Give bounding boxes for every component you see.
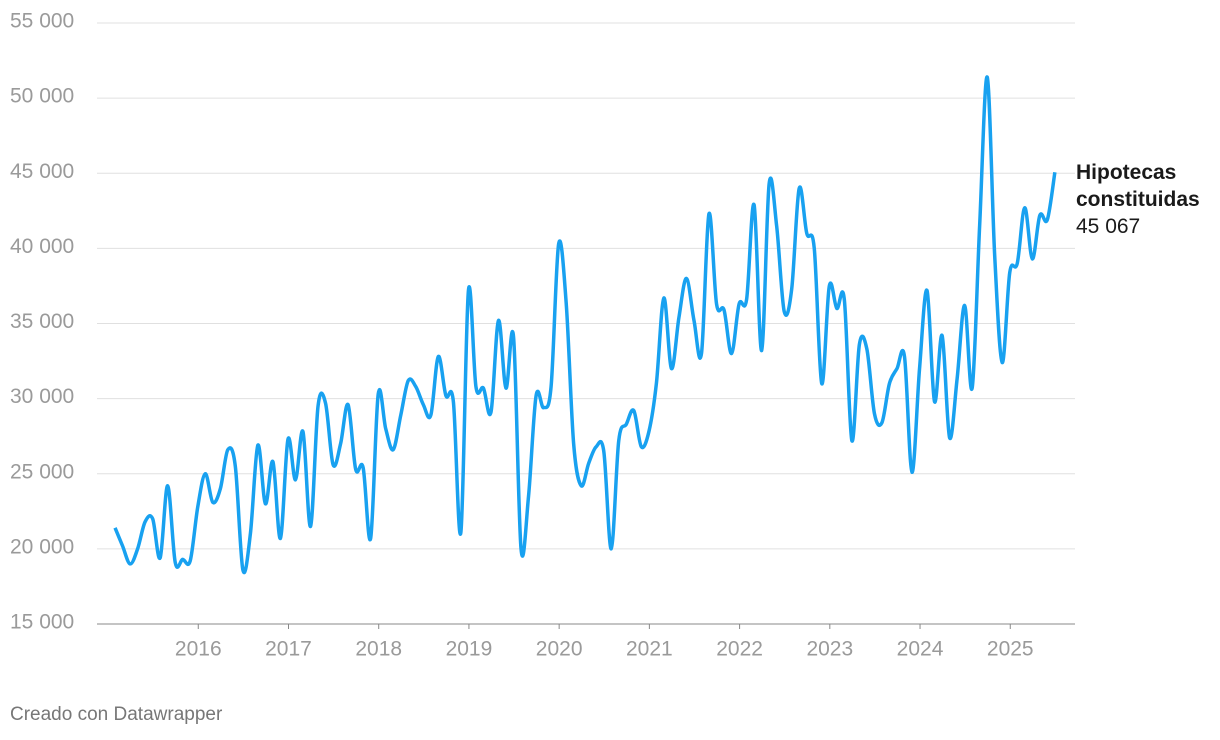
x-tick-label: 2021 [626,638,673,661]
x-tick-label: 2018 [355,638,402,661]
x-tick-label: 2019 [446,638,493,661]
y-tick-label: 20 000 [10,535,74,558]
x-tick-label: 2024 [897,638,944,661]
source: Creado con Datawrapper [10,704,223,725]
y-tick-label: 15 000 [10,611,74,634]
y-tick-label: 45 000 [10,160,74,183]
y-tick-label: 40 000 [10,235,74,258]
x-tick-label: 2020 [536,638,583,661]
x-tick-label: 2025 [987,638,1034,661]
y-tick-label: 30 000 [10,385,74,408]
x-tick-label: 2022 [716,638,763,661]
y-tick-label: 35 000 [10,310,74,333]
series-label: Hipotecas constituidas [1076,161,1200,211]
line [113,75,1057,575]
y-tick-label: 25 000 [10,460,74,483]
y-tick-label: 55 000 [10,10,74,33]
y-tick-label: 50 000 [10,85,74,108]
x-tick-label: 2016 [175,638,222,661]
x-tick-label: 2017 [265,638,312,661]
x-tick-label: 2023 [806,638,853,661]
value-label: 45 067 [1076,215,1141,238]
